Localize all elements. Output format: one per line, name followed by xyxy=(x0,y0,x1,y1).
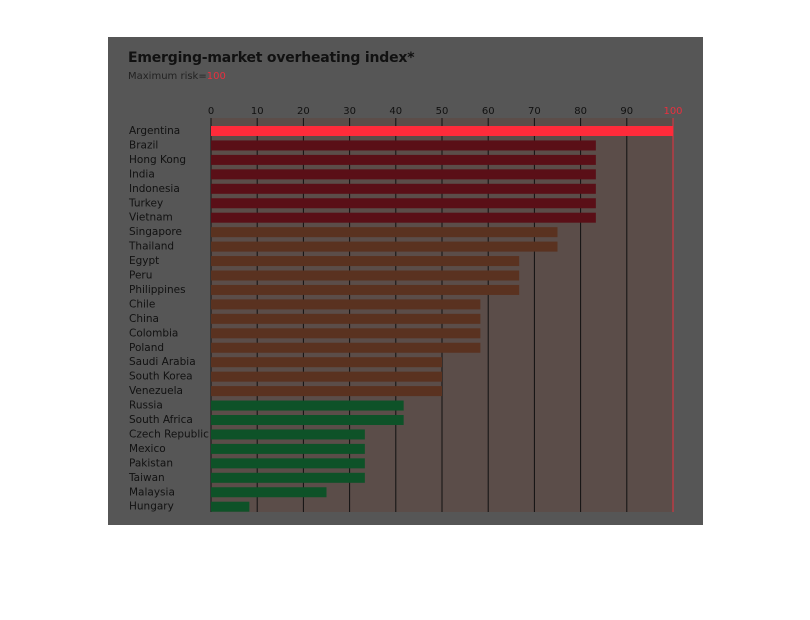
bar xyxy=(211,154,596,165)
bar xyxy=(211,342,481,353)
category-label: Pakistan xyxy=(129,457,173,469)
bar xyxy=(211,140,596,151)
bar xyxy=(211,270,520,281)
bar xyxy=(211,371,442,382)
bar xyxy=(211,357,442,368)
category-label: Singapore xyxy=(129,226,182,238)
subtitle-value: 100 xyxy=(206,71,226,82)
bar xyxy=(211,328,481,339)
category-label: South Africa xyxy=(129,414,193,426)
subtitle-label: Maximum risk= xyxy=(128,71,207,82)
category-label: Vietnam xyxy=(129,212,173,224)
category-label: Hungary xyxy=(129,501,174,513)
tick-label: 90 xyxy=(620,106,633,117)
category-label: Czech Republic xyxy=(129,428,209,440)
category-label: Hong Kong xyxy=(129,154,186,166)
category-label: Philippines xyxy=(129,284,186,296)
bar xyxy=(211,198,596,209)
tick-label: 10 xyxy=(251,106,264,117)
bar xyxy=(211,169,596,180)
tick-label: 30 xyxy=(343,106,356,117)
bar xyxy=(211,458,365,469)
category-label: Thailand xyxy=(128,241,174,253)
category-label: Saudi Arabia xyxy=(129,356,196,368)
bar xyxy=(211,501,250,512)
bar xyxy=(211,472,365,483)
category-label: Taiwan xyxy=(128,472,165,484)
category-label: Peru xyxy=(129,270,152,282)
tick-label: 60 xyxy=(482,106,495,117)
bar xyxy=(211,386,442,397)
tick-label: 70 xyxy=(528,106,541,117)
bar xyxy=(211,212,596,223)
bar xyxy=(211,183,596,194)
bar xyxy=(211,487,327,498)
category-label: Chile xyxy=(129,298,155,310)
category-label: Brazil xyxy=(129,139,158,151)
category-label: Egypt xyxy=(129,255,159,267)
category-label: Indonesia xyxy=(129,183,180,195)
category-label: Malaysia xyxy=(129,486,175,498)
tick-label: 80 xyxy=(574,106,587,117)
category-label: Russia xyxy=(129,400,163,412)
tick-label: 0 xyxy=(208,106,214,117)
bar xyxy=(211,241,558,252)
tick-label: 100 xyxy=(663,106,682,117)
category-label: India xyxy=(129,168,155,180)
chart-subtitle: Maximum risk=100 xyxy=(128,71,226,82)
tick-label: 50 xyxy=(436,106,449,117)
category-label: Turkey xyxy=(128,197,163,209)
bar xyxy=(211,256,520,267)
bar xyxy=(211,227,558,238)
category-label: Poland xyxy=(129,342,164,354)
tick-label: 20 xyxy=(297,106,310,117)
category-label: South Korea xyxy=(129,371,193,383)
category-label: Mexico xyxy=(129,443,166,455)
bar xyxy=(211,126,673,136)
bar xyxy=(211,299,481,310)
bar xyxy=(211,415,404,425)
tick-label: 40 xyxy=(389,106,402,117)
category-label: Colombia xyxy=(129,327,178,339)
category-label: Argentina xyxy=(129,125,180,137)
category-label: Venezuela xyxy=(129,385,183,397)
bar xyxy=(211,429,365,440)
bar xyxy=(211,400,404,411)
category-label: China xyxy=(129,313,159,325)
bar xyxy=(211,313,481,324)
bar xyxy=(211,443,365,454)
bar xyxy=(211,284,520,295)
chart-title: Emerging-market overheating index* xyxy=(128,50,415,66)
